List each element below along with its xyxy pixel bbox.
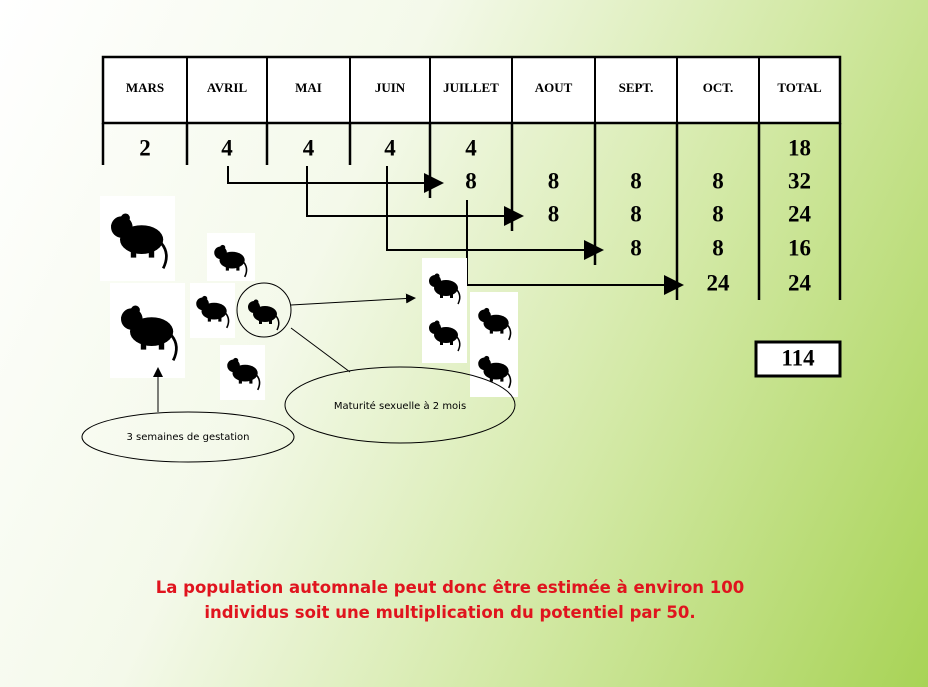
column-header: JUILLET [443, 80, 499, 95]
cell-value: 8 [712, 168, 724, 193]
column-header: MAI [295, 80, 322, 95]
cell-value: 2 [139, 135, 151, 160]
cell-value: 24 [788, 201, 812, 226]
cell-value: 32 [788, 168, 811, 193]
cell-value: 24 [707, 270, 731, 295]
cell-value: 4 [221, 135, 233, 160]
table: MARS AVRIL MAI JUIN JUILLET AOUT SEPT. OCT. TOTA… [101, 55, 842, 300]
arrow [466, 200, 684, 295]
column-header: JUIN [375, 80, 406, 95]
arrow [227, 166, 444, 193]
column-header: OCT. [703, 80, 733, 95]
column-header: AOUT [535, 80, 573, 95]
cell-value: 16 [788, 235, 811, 260]
arrow [306, 166, 524, 226]
cell-value: 24 [788, 270, 812, 295]
rat-icons [100, 196, 518, 400]
column-header: SEPT. [619, 80, 654, 95]
callouts [81, 282, 516, 463]
header-row [101, 55, 842, 125]
arrows [227, 166, 684, 295]
callout-label: Maturité sexuelle à 2 mois [334, 400, 466, 412]
cell-value: 4 [384, 135, 396, 160]
cell-value: 8 [712, 201, 724, 226]
grand-total: 114 [781, 345, 815, 370]
cell-value: 8 [712, 235, 724, 260]
cell-value: 8 [548, 168, 560, 193]
grand-total-box [754, 340, 842, 378]
cell-value: 8 [630, 201, 642, 226]
cell-value: 4 [465, 135, 477, 160]
column-header: AVRIL [207, 80, 248, 95]
cell-value: 8 [465, 168, 477, 193]
cell-value: 8 [548, 201, 560, 226]
column-header: TOTAL [777, 80, 822, 95]
cell-value: 18 [788, 135, 811, 160]
callout-label: 3 semaines de gestation [126, 432, 249, 443]
conclusion: La population automnale peut donc être e… [155, 578, 745, 622]
arrow [386, 166, 604, 260]
cell-value: 8 [630, 168, 642, 193]
cell-value: 4 [303, 135, 315, 160]
column-header: MARS [126, 80, 164, 95]
cell-value: 8 [630, 235, 642, 260]
